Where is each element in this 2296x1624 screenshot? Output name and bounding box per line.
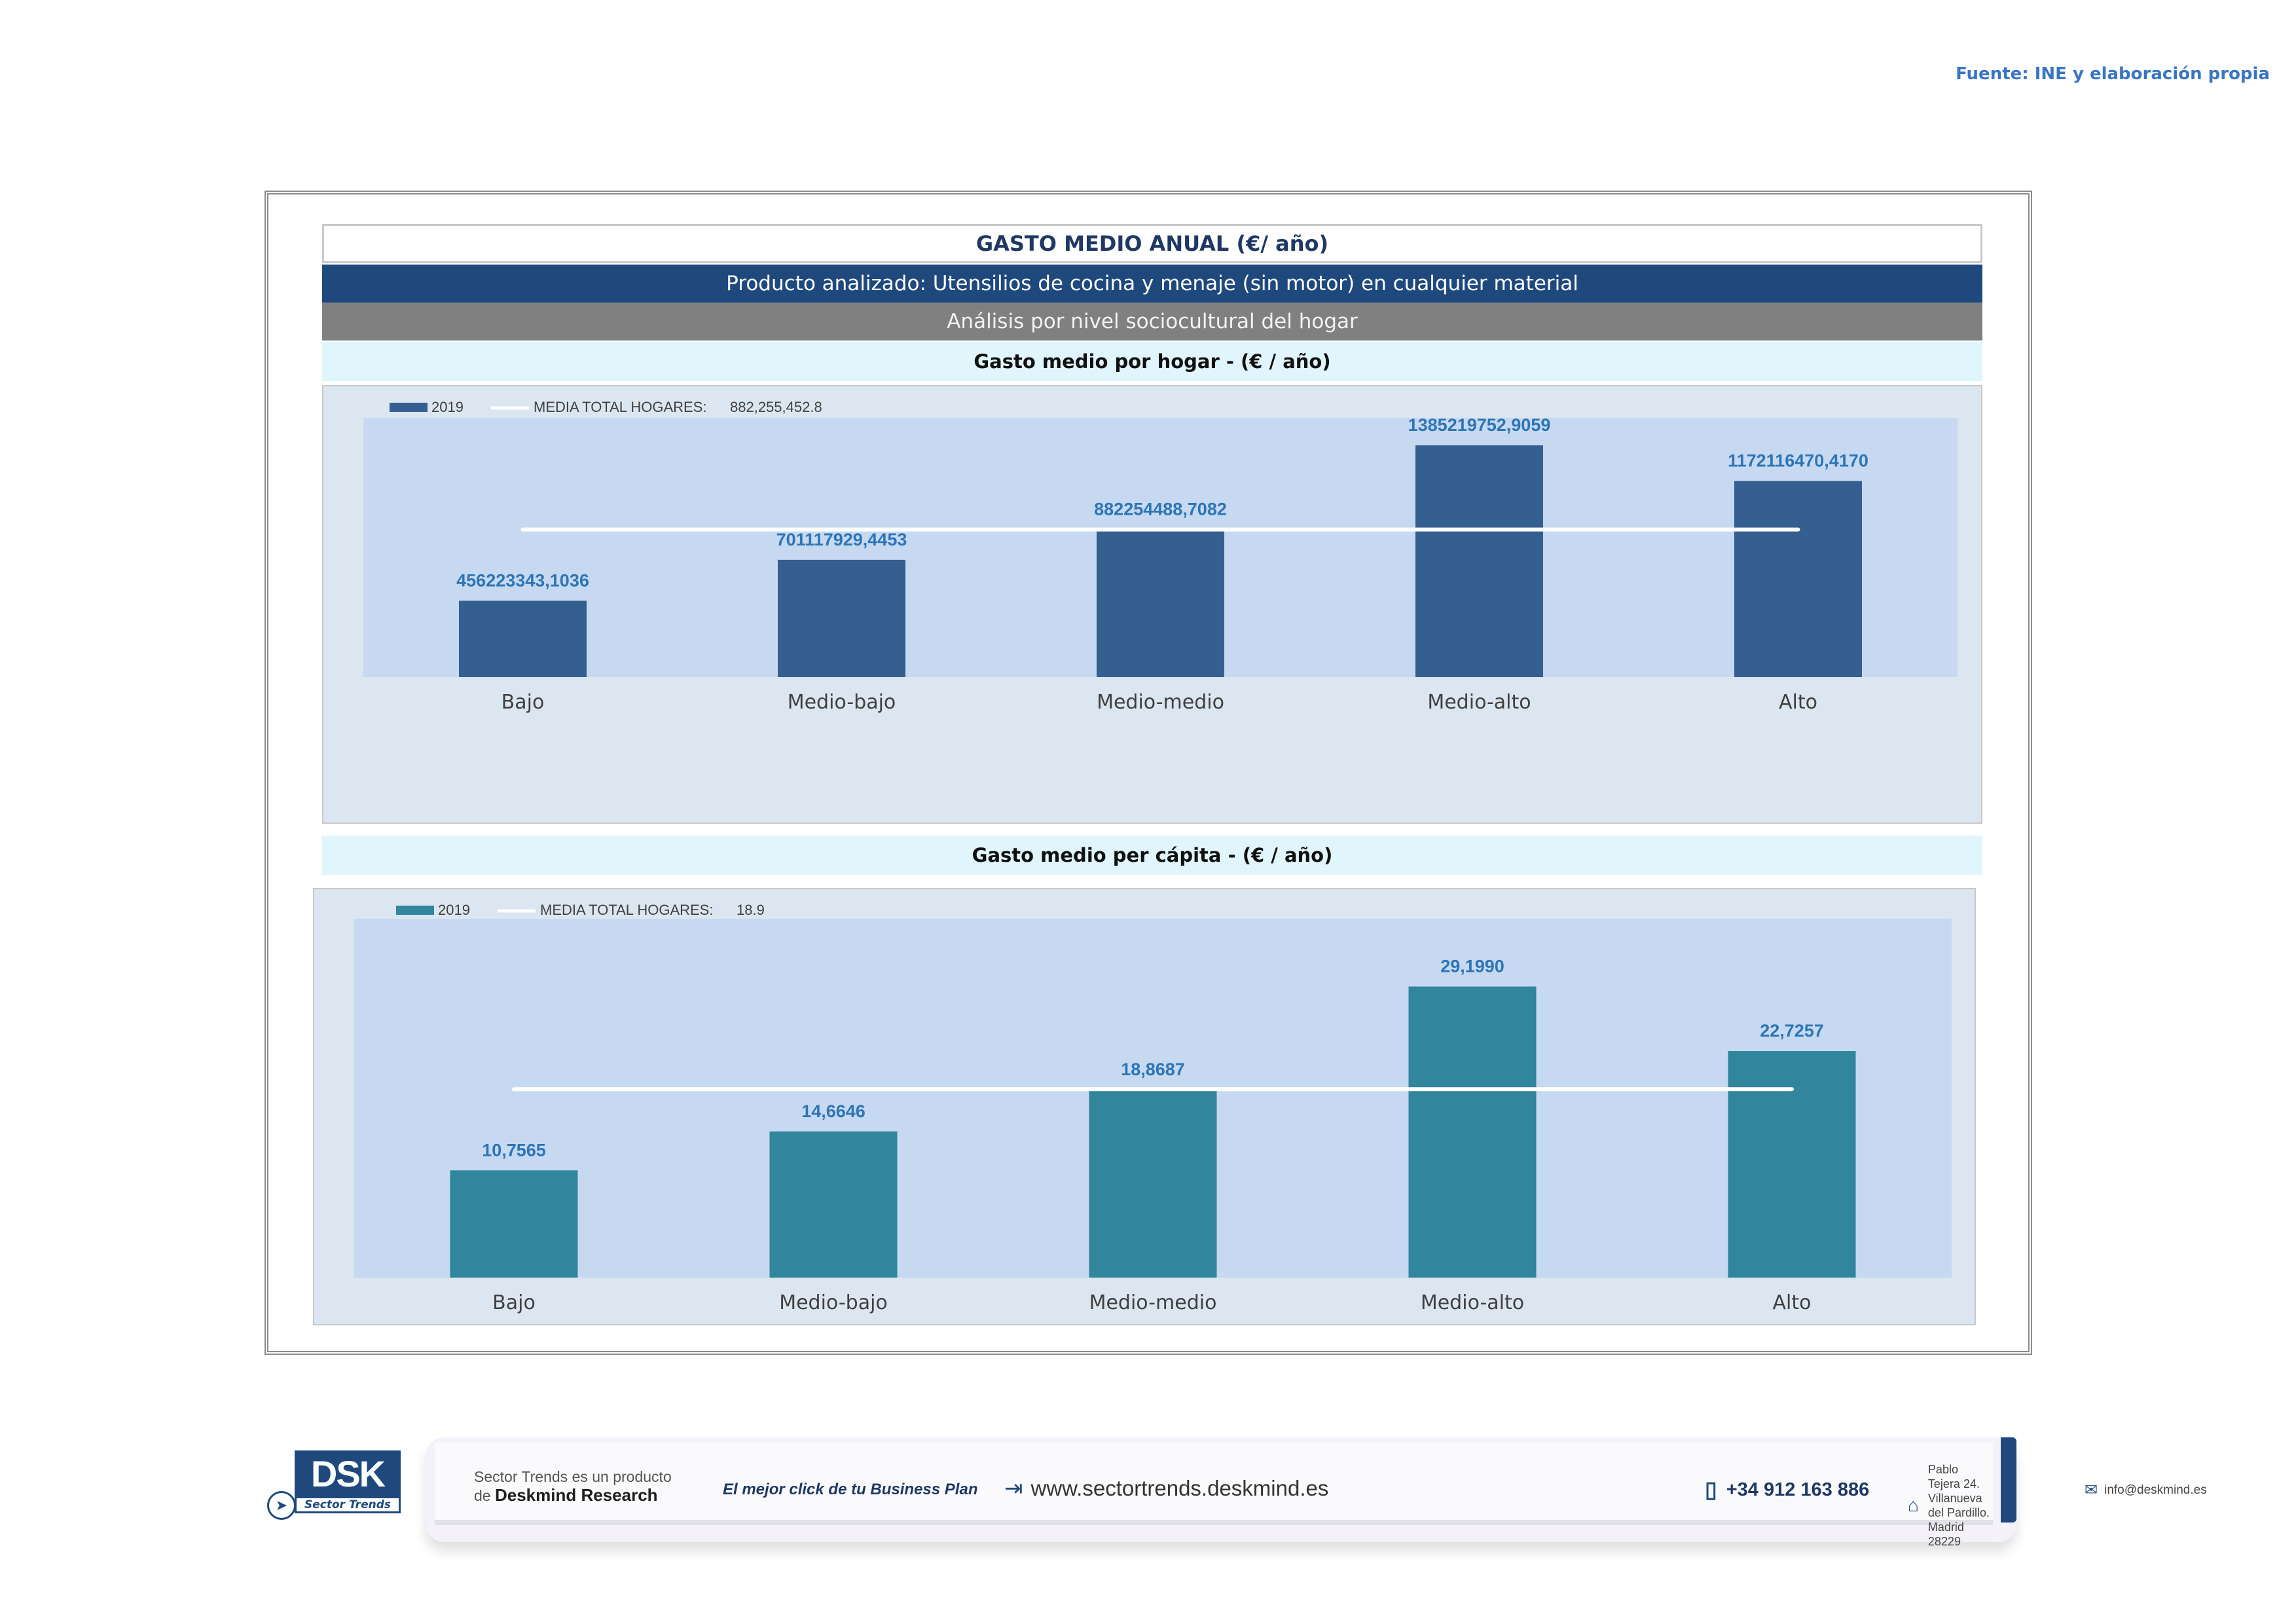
deskmind-logo: DSK Sector Trends ➤	[262, 1450, 409, 1522]
source-note: Fuente: INE y elaboración propia	[1956, 64, 2270, 84]
data-label: 10,7565	[482, 1140, 546, 1160]
chart-gasto-capita: 2019 MEDIA TOTAL HOGARES: 18.9 10,7565 Bajo 1…	[313, 888, 1976, 1325]
legend-swatch-2019	[396, 906, 434, 915]
brand-name: Deskmind Research	[494, 1485, 658, 1505]
category-label: Medio-medio	[1097, 691, 1224, 714]
data-label: 14,6646	[801, 1101, 866, 1121]
bar-medio-alto	[1415, 445, 1543, 677]
bar-bajo	[450, 1170, 578, 1278]
data-label: 701117929,4453	[776, 530, 907, 549]
slogan: El mejor click de tu Business Plan	[723, 1481, 978, 1498]
data-label: 18,8687	[1121, 1060, 1185, 1079]
chart-svg: 2019 MEDIA TOTAL HOGARES: 882,255,452.8 456…	[322, 385, 1982, 824]
bar-medio-medio	[1097, 529, 1224, 677]
data-label: 29,1990	[1440, 957, 1504, 976]
phone-number[interactable]: ▯ +34 912 163 886	[1705, 1477, 1869, 1503]
home-icon: ⌂	[1908, 1495, 1919, 1515]
banner-accent	[2001, 1437, 2016, 1522]
email-link[interactable]: ✉ info@deskmind.es	[2085, 1481, 2207, 1500]
data-label: 22,7257	[1760, 1021, 1824, 1041]
website-url: www.sectortrends.deskmind.es	[1030, 1476, 1329, 1500]
legend-media-value: 882,255,452.8	[730, 399, 822, 415]
category-label: Bajo	[501, 691, 545, 714]
footer-banner: DSK Sector Trends ➤ Sector Trends es un …	[262, 1437, 2207, 1562]
mobile-phone-icon: ▯	[1705, 1477, 1717, 1502]
product-banner: Producto analizado: Utensilios de cocina…	[322, 265, 1982, 303]
bar-medio-alto	[1408, 986, 1537, 1278]
chart-gasto-hogar: 2019 MEDIA TOTAL HOGARES: 882,255,452.8 456…	[322, 385, 1982, 824]
logo-mark: DSK	[295, 1450, 401, 1496]
category-label: Alto	[1773, 1291, 1812, 1314]
category-label: Medio-medio	[1089, 1291, 1217, 1314]
legend-media-value: 18.9	[737, 902, 765, 918]
data-label: 882254488,7082	[1094, 500, 1227, 519]
legend-label-2019: 2019	[438, 902, 470, 918]
phone-text: +34 912 163 886	[1726, 1479, 1870, 1500]
bar-alto	[1728, 1051, 1856, 1278]
report-title: GASTO MEDIO ANUAL (€/ año)	[322, 224, 1982, 263]
analysis-banner: Análisis por nivel sociocultural del hog…	[322, 303, 1982, 341]
envelope-icon: ✉	[2085, 1481, 2098, 1499]
data-label: 1385219752,9059	[1408, 415, 1551, 435]
bar-medio-bajo	[769, 1131, 898, 1278]
legend: 2019 MEDIA TOTAL HOGARES: 882,255,452.8	[390, 399, 822, 415]
legend-swatch-2019	[390, 403, 428, 412]
product-intro: Sector Trends es un producto de Deskmind…	[474, 1468, 672, 1505]
bar-medio-bajo	[778, 559, 905, 677]
chart-title-capita: Gasto medio per cápita - (€ / año)	[322, 836, 1982, 875]
legend-label-media: MEDIA TOTAL HOGARES:	[540, 902, 713, 918]
paper-plane-icon: ➤	[267, 1491, 296, 1520]
category-label: Medio-bajo	[779, 1291, 888, 1314]
address-block: ⌂ Pablo Tejera 24. Villanueva del Pardil…	[1908, 1463, 1990, 1548]
chart-svg: 2019 MEDIA TOTAL HOGARES: 18.9 10,7565 Bajo 1…	[313, 888, 1976, 1325]
contact-banner: Sector Trends es un producto de Deskmind…	[426, 1437, 2207, 1548]
category-label: Medio-bajo	[788, 691, 896, 714]
legend-label-2019: 2019	[431, 399, 464, 415]
data-label: 456223343,1036	[456, 570, 589, 590]
chart-title-hogar: Gasto medio por hogar - (€ / año)	[322, 342, 1982, 381]
email-text: info@deskmind.es	[2104, 1483, 2207, 1497]
data-label: 1172116470,4170	[1728, 451, 1868, 471]
legend: 2019 MEDIA TOTAL HOGARES: 18.9	[396, 902, 765, 918]
legend-label-media: MEDIA TOTAL HOGARES:	[534, 399, 706, 415]
category-label: Alto	[1779, 691, 1817, 714]
bar-bajo	[459, 600, 587, 677]
category-label: Bajo	[492, 1291, 536, 1314]
category-label: Medio-alto	[1421, 1291, 1524, 1314]
bar-alto	[1734, 481, 1862, 677]
website-link[interactable]: ⇥ www.sectortrends.deskmind.es	[1004, 1475, 1328, 1502]
category-label: Medio-alto	[1427, 691, 1531, 714]
logo-subtitle: Sector Trends	[295, 1496, 401, 1513]
login-arrow-icon: ⇥	[1004, 1476, 1023, 1501]
bar-medio-medio	[1089, 1089, 1217, 1278]
